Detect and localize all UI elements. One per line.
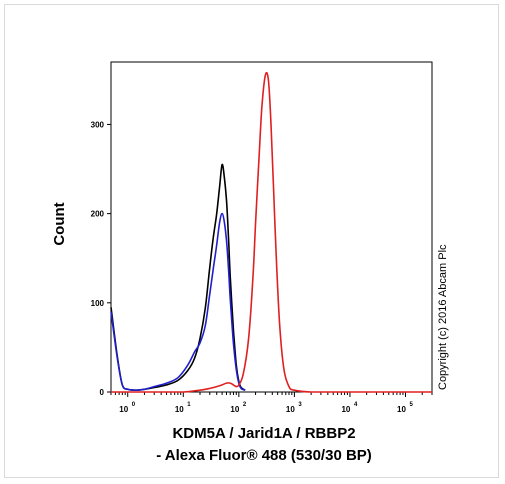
y-tick-label: 200: [91, 210, 105, 219]
x-tick-label: 10: [286, 405, 295, 414]
x-axis-title-line2: - Alexa Fluor® 488 (530/30 BP): [156, 447, 372, 464]
x-tick-exponent: 4: [354, 402, 358, 408]
y-tick-label: 0: [100, 388, 105, 397]
x-tick-label: 10: [119, 405, 128, 414]
x-tick-exponent: 3: [298, 402, 302, 408]
x-tick-label: 10: [175, 405, 184, 414]
x-tick-exponent: 0: [132, 402, 136, 408]
x-tick-label: 10: [230, 405, 239, 414]
series-line-2: [111, 71, 432, 393]
chart-frame: [4, 4, 499, 478]
copyright-annotation: Copyright (c) 2016 Abcam Plc: [437, 244, 449, 390]
series-layer: [110, 71, 432, 393]
y-tick-label: 100: [91, 299, 105, 308]
x-tick-label: 10: [397, 405, 406, 414]
x-tick-exponent: 5: [409, 402, 413, 408]
x-tick-exponent: 1: [187, 402, 191, 408]
plot-area-border: [110, 61, 433, 393]
x-axis-title-line1: KDM5A / Jarid1A / RBBP2: [172, 425, 355, 442]
x-tick-exponent: 2: [243, 402, 247, 408]
x-tick-label: 10: [341, 405, 350, 414]
series-line-1: [110, 212, 246, 391]
y-axis-title: Count: [51, 202, 68, 245]
y-tick-label: 300: [91, 120, 105, 129]
series-line-0: [110, 163, 246, 391]
